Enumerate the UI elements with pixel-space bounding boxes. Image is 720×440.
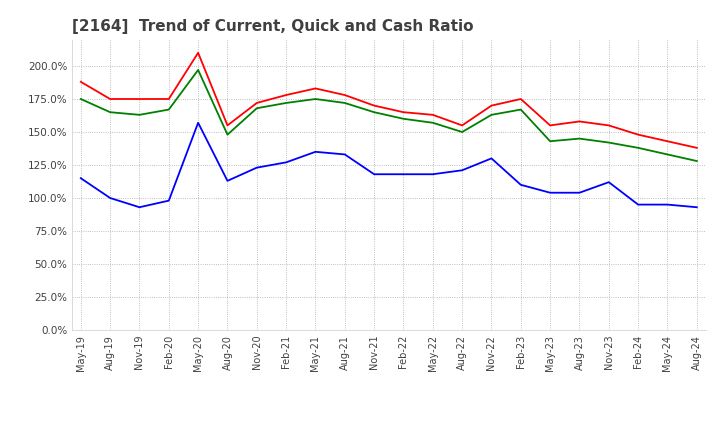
Current Ratio [194, 50, 202, 55]
Current Ratio [516, 96, 525, 102]
Current Ratio [399, 110, 408, 115]
Quick Ratio [693, 158, 701, 164]
Current Ratio [458, 123, 467, 128]
Cash Ratio [458, 168, 467, 173]
Current Ratio [223, 123, 232, 128]
Line: Current Ratio: Current Ratio [81, 53, 697, 148]
Current Ratio [487, 103, 496, 108]
Cash Ratio [135, 205, 144, 210]
Current Ratio [164, 96, 173, 102]
Quick Ratio [634, 145, 642, 150]
Current Ratio [663, 139, 672, 144]
Cash Ratio [282, 160, 290, 165]
Quick Ratio [370, 110, 379, 115]
Quick Ratio [164, 107, 173, 112]
Cash Ratio [428, 172, 437, 177]
Current Ratio [311, 86, 320, 91]
Current Ratio [634, 132, 642, 137]
Quick Ratio [311, 96, 320, 102]
Cash Ratio [546, 190, 554, 195]
Cash Ratio [223, 178, 232, 183]
Cash Ratio [634, 202, 642, 207]
Current Ratio [428, 112, 437, 117]
Quick Ratio [516, 107, 525, 112]
Quick Ratio [428, 120, 437, 125]
Quick Ratio [223, 132, 232, 137]
Cash Ratio [693, 205, 701, 210]
Cash Ratio [164, 198, 173, 203]
Current Ratio [76, 79, 85, 84]
Quick Ratio [487, 112, 496, 117]
Cash Ratio [663, 202, 672, 207]
Current Ratio [135, 96, 144, 102]
Quick Ratio [194, 67, 202, 73]
Quick Ratio [605, 140, 613, 145]
Current Ratio [341, 92, 349, 98]
Line: Quick Ratio: Quick Ratio [81, 70, 697, 161]
Text: [2164]  Trend of Current, Quick and Cash Ratio: [2164] Trend of Current, Quick and Cash … [72, 19, 474, 34]
Quick Ratio [282, 100, 290, 106]
Quick Ratio [76, 96, 85, 102]
Cash Ratio [341, 152, 349, 157]
Current Ratio [253, 100, 261, 106]
Current Ratio [106, 96, 114, 102]
Cash Ratio [253, 165, 261, 170]
Quick Ratio [341, 100, 349, 106]
Current Ratio [605, 123, 613, 128]
Cash Ratio [575, 190, 584, 195]
Quick Ratio [458, 129, 467, 135]
Cash Ratio [370, 172, 379, 177]
Cash Ratio [311, 149, 320, 154]
Cash Ratio [487, 156, 496, 161]
Quick Ratio [663, 152, 672, 157]
Cash Ratio [194, 120, 202, 125]
Current Ratio [575, 119, 584, 124]
Cash Ratio [399, 172, 408, 177]
Current Ratio [282, 92, 290, 98]
Quick Ratio [399, 116, 408, 121]
Cash Ratio [76, 176, 85, 181]
Current Ratio [546, 123, 554, 128]
Quick Ratio [546, 139, 554, 144]
Quick Ratio [106, 110, 114, 115]
Quick Ratio [253, 106, 261, 111]
Cash Ratio [106, 195, 114, 201]
Current Ratio [370, 103, 379, 108]
Current Ratio [693, 145, 701, 150]
Quick Ratio [135, 112, 144, 117]
Quick Ratio [575, 136, 584, 141]
Line: Cash Ratio: Cash Ratio [81, 123, 697, 207]
Cash Ratio [605, 180, 613, 185]
Cash Ratio [516, 182, 525, 187]
